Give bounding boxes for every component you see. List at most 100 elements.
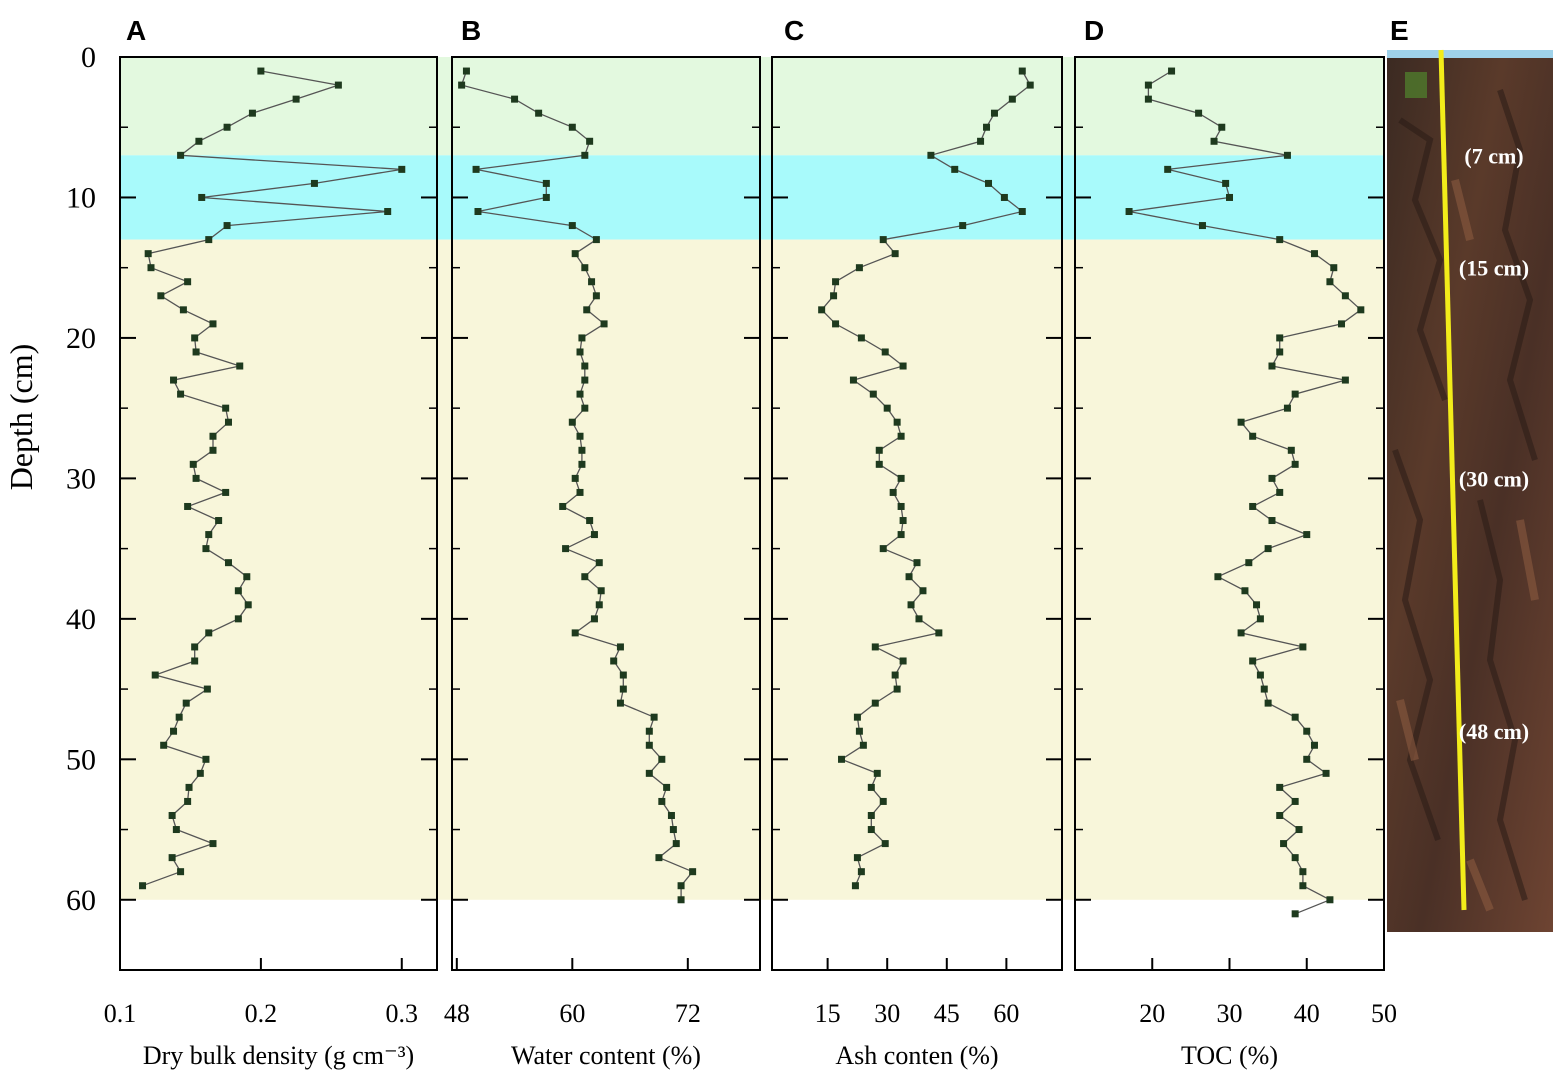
data-point	[576, 432, 584, 440]
data-point	[334, 81, 342, 89]
data-point	[959, 222, 967, 230]
data-point	[899, 517, 907, 525]
data-point	[873, 769, 881, 777]
data-point	[184, 278, 192, 286]
data-point	[170, 727, 178, 735]
soil-profile-photo: (7 cm) (15 cm) (30 cm) (48 cm)	[1387, 49, 1553, 932]
data-point	[891, 671, 899, 679]
x-axis-label: Dry bulk density (g cm⁻³)	[143, 1041, 414, 1070]
data-point	[243, 573, 251, 581]
data-point	[198, 193, 206, 201]
data-point	[1276, 783, 1284, 791]
data-point	[857, 868, 865, 876]
data-point	[559, 502, 567, 510]
data-point	[202, 545, 210, 553]
data-point	[160, 741, 168, 749]
data-point	[875, 460, 883, 468]
panel-A: 0.1 0.2 0.3 Dry bulk density (g cm⁻³)	[104, 56, 438, 1070]
data-point	[223, 222, 231, 230]
panel-letter: D	[1084, 15, 1104, 46]
data-point	[209, 840, 217, 848]
data-point	[571, 629, 579, 637]
data-point	[1268, 474, 1276, 482]
data-point	[576, 488, 584, 496]
photo-depth-label: (48 cm)	[1459, 719, 1529, 744]
depth-tick-label: 40	[66, 603, 96, 636]
data-point	[224, 418, 232, 426]
data-point	[977, 137, 985, 145]
depth-tick-label: 30	[66, 462, 96, 495]
data-point	[871, 699, 879, 707]
data-point	[913, 559, 921, 567]
data-point	[1214, 573, 1222, 581]
data-point	[202, 755, 210, 763]
data-point	[1299, 882, 1307, 890]
x-tick-label: 30	[874, 999, 900, 1028]
data-point	[185, 783, 193, 791]
data-point	[191, 657, 199, 665]
data-point	[576, 390, 584, 398]
data-point	[677, 882, 685, 890]
data-point	[1144, 95, 1152, 103]
data-point	[576, 348, 584, 356]
data-point	[244, 601, 252, 609]
data-point	[935, 629, 943, 637]
data-point	[586, 137, 594, 145]
data-point	[1249, 657, 1257, 665]
data-point	[897, 432, 905, 440]
data-point	[157, 292, 165, 300]
data-point	[595, 601, 603, 609]
data-point	[195, 137, 203, 145]
x-tick-label: 40	[1294, 999, 1320, 1028]
panel-letters: A B C D E	[126, 15, 1409, 46]
data-point	[1291, 460, 1299, 468]
data-point	[191, 334, 199, 342]
x-tick-label: 20	[1139, 999, 1165, 1028]
data-point	[535, 109, 543, 117]
depth-axis: Depth (cm) 0 10 20 30 40 50 60	[3, 41, 96, 917]
data-point	[1260, 685, 1268, 693]
data-point	[144, 250, 152, 258]
data-point	[1310, 741, 1318, 749]
data-point	[1237, 629, 1245, 637]
data-point	[581, 404, 589, 412]
data-point	[879, 797, 887, 805]
data-point	[867, 811, 875, 819]
data-point	[170, 376, 178, 384]
data-point	[1276, 334, 1284, 342]
data-point	[1291, 797, 1299, 805]
data-point	[883, 404, 891, 412]
data-point	[215, 517, 223, 525]
data-point	[667, 811, 675, 819]
data-point	[1287, 446, 1295, 454]
data-point	[650, 713, 658, 721]
x-tick-label: 48	[444, 999, 470, 1028]
data-point	[1303, 755, 1311, 763]
data-point	[168, 854, 176, 862]
photo-depth-label: (30 cm)	[1459, 466, 1529, 491]
data-point	[292, 95, 300, 103]
data-point	[581, 264, 589, 272]
depth-tick-label: 50	[66, 743, 96, 776]
data-point	[184, 502, 192, 510]
x-axis-label: Ash conten (%)	[835, 1041, 998, 1070]
data-point	[832, 320, 840, 328]
data-point	[182, 699, 190, 707]
data-point	[205, 236, 213, 244]
data-point	[595, 559, 603, 567]
data-point	[990, 109, 998, 117]
data-point	[223, 123, 231, 131]
data-point	[236, 362, 244, 370]
data-point	[578, 460, 586, 468]
data-point	[222, 404, 230, 412]
data-point	[645, 741, 653, 749]
depth-tick-label: 20	[66, 322, 96, 355]
data-point	[203, 685, 211, 693]
data-point	[1018, 67, 1026, 75]
data-point	[581, 573, 589, 581]
x-tick-label: 45	[934, 999, 960, 1028]
measuring-tape	[1438, 49, 1467, 911]
data-point	[677, 896, 685, 904]
data-point	[151, 671, 159, 679]
